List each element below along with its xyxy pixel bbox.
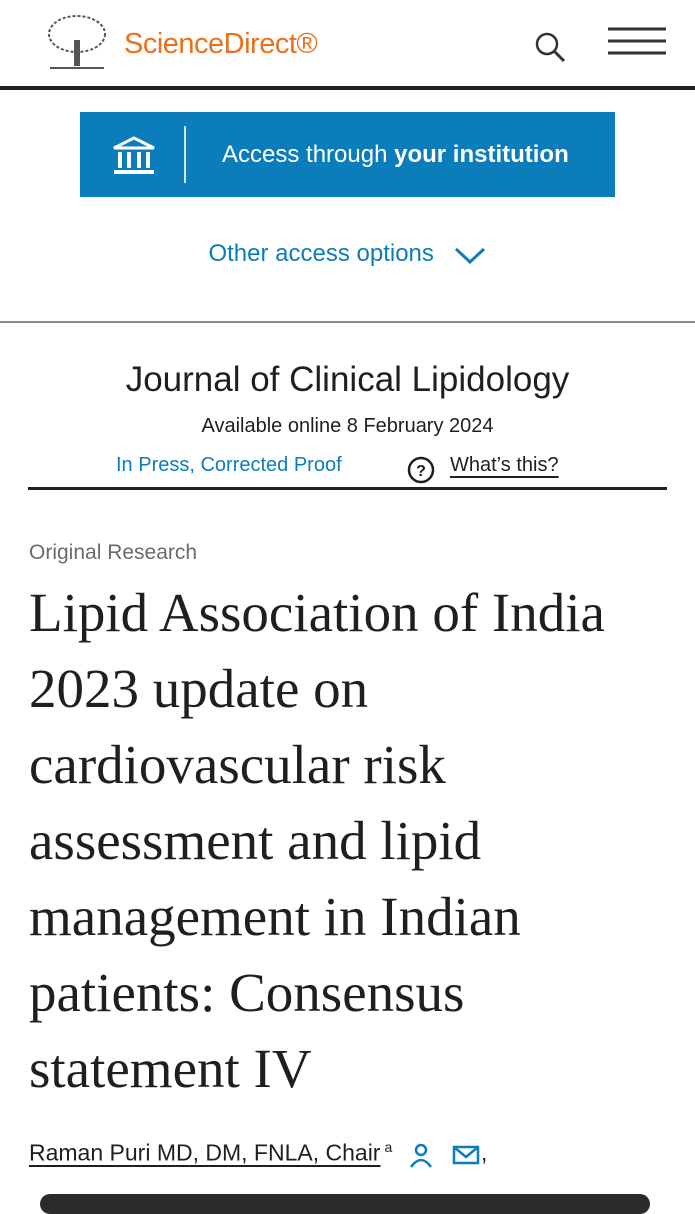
whats-this-link[interactable]: What’s this?	[450, 454, 559, 476]
author-affiliation[interactable]: a	[384, 1139, 393, 1155]
search-icon[interactable]	[533, 30, 567, 64]
header: ScienceDirect®	[0, 0, 695, 90]
other-access[interactable]: Other access options	[0, 240, 695, 268]
bottom-bar	[40, 1194, 650, 1214]
menu-icon[interactable]	[608, 26, 668, 58]
access-strong: your institution	[394, 141, 569, 168]
elsevier-logo	[48, 15, 106, 69]
author: Raman Puri MD, DM, FNLA, Chair a ,	[29, 1139, 487, 1169]
help-icon[interactable]: ?	[406, 455, 436, 485]
other-access-label: Other access options	[208, 240, 434, 267]
person-icon[interactable]	[407, 1141, 435, 1169]
journal-name[interactable]: Journal of Clinical Lipidology	[125, 360, 570, 399]
article-status: In Press, Corrected Proof	[116, 454, 342, 476]
separator	[0, 321, 695, 323]
article-type: Original Research	[29, 541, 198, 564]
divider	[184, 126, 186, 183]
available-online: Available online 8 February 2024	[201, 415, 494, 437]
author-name[interactable]: Raman Puri MD, DM, FNLA, Chair	[29, 1139, 381, 1166]
access-button[interactable]: Access through your institution	[80, 112, 615, 197]
access-prefix: Access through	[222, 141, 388, 168]
institution-icon	[113, 136, 155, 174]
separator	[28, 487, 667, 490]
article-title: Lipid Association of India 2023 update o…	[29, 582, 605, 1099]
svg-text:?: ?	[416, 463, 426, 480]
brand[interactable]: ScienceDirect®	[124, 28, 318, 60]
access-label: Access through your institution	[222, 112, 569, 197]
author-separator: ,	[481, 1139, 488, 1166]
chevron-down	[454, 247, 485, 264]
email-icon[interactable]	[451, 1143, 481, 1167]
